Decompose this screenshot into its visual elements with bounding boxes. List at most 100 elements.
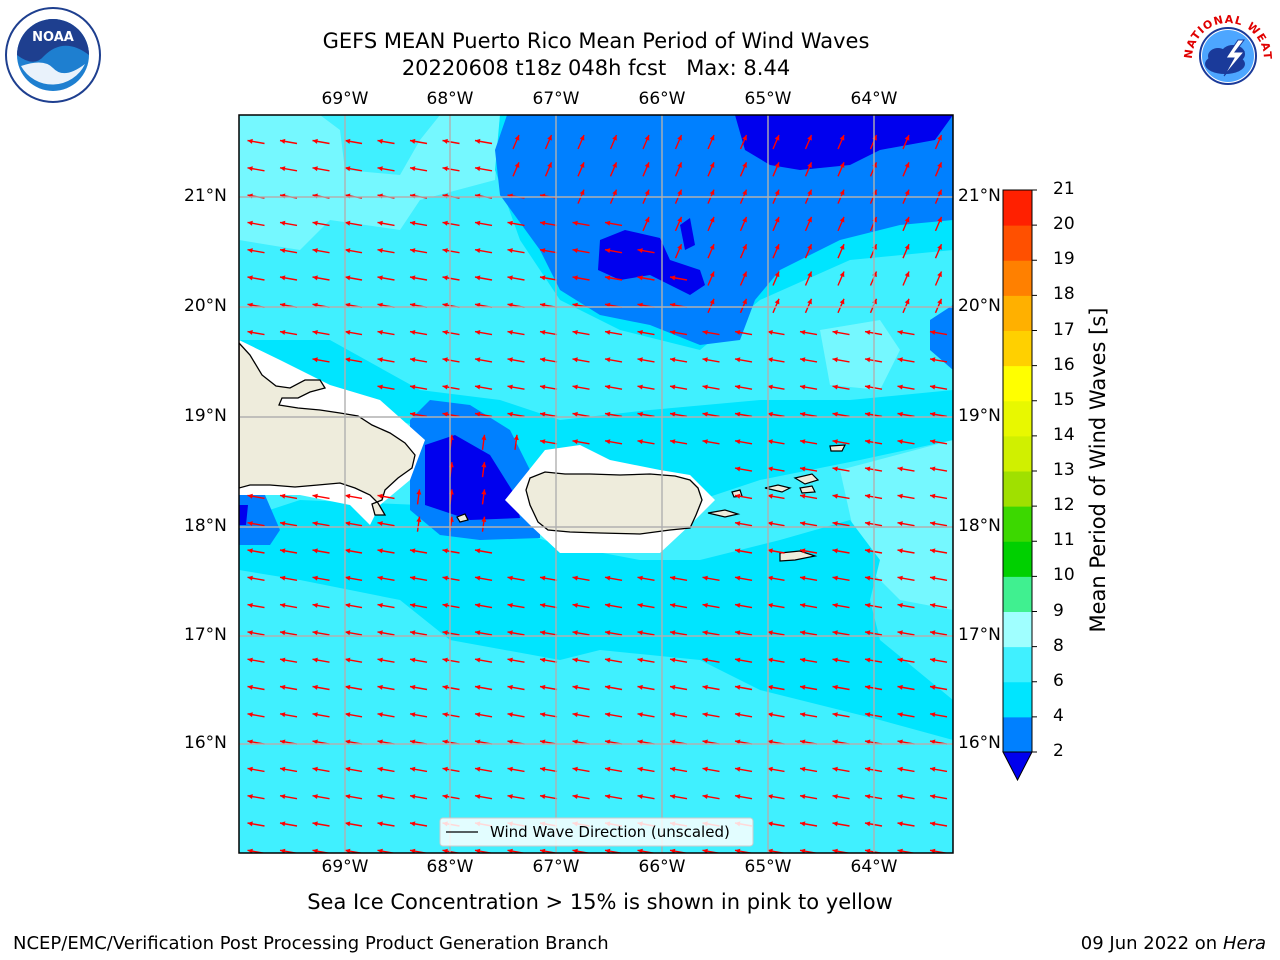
wave-direction-arrowhead (605, 384, 611, 390)
wave-direction-arrowhead (442, 603, 448, 608)
wave-direction-arrowhead (702, 630, 708, 636)
wave-direction-arrowhead (937, 135, 942, 141)
colorbar-tick-label: 8 (1053, 635, 1064, 656)
wave-direction-arrowhead (345, 220, 351, 226)
max-label: Max: 8.44 (686, 56, 791, 80)
wave-direction-arrowhead (540, 384, 546, 390)
wave-direction-arrowhead (897, 521, 903, 527)
wave-direction-arrowhead (702, 330, 708, 335)
wave-direction-arrowhead (930, 848, 936, 853)
wave-direction-arrowhead (897, 493, 903, 499)
map-frame (238, 114, 954, 854)
lat-label: 16°N (958, 733, 1001, 753)
wave-direction-arrowhead (897, 630, 903, 636)
colorbar-tick-label: 14 (1053, 424, 1075, 445)
wave-direction-arrowhead (612, 162, 617, 168)
wave-direction-arrowhead (897, 384, 903, 390)
wave-direction-arrowhead (605, 739, 611, 745)
wave-direction-arrowhead (735, 548, 741, 554)
wave-direction-arrowhead (442, 248, 448, 254)
wave-direction-arrowhead (312, 712, 318, 718)
wave-direction-arrowhead (572, 684, 578, 690)
wave-direction-arrowhead (442, 739, 448, 745)
wave-direction-arrowhead (377, 712, 383, 718)
wave-direction-arrowhead (930, 439, 936, 445)
wave-direction-arrowhead (735, 712, 741, 718)
wave-direction-arrowhead (507, 357, 513, 363)
lon-label: 68°W (426, 857, 474, 877)
wave-direction-arrowhead (572, 220, 578, 226)
wave-direction-arrowhead (540, 739, 546, 745)
wave-direction-arrowhead (839, 216, 845, 223)
wave-direction-arrowhead (702, 794, 708, 800)
wave-direction-arrowhead (865, 603, 871, 608)
wave-direction-arrowhead (937, 298, 942, 305)
wave-direction-arrowhead (839, 189, 845, 196)
wave-direction-arrowhead (800, 330, 806, 335)
colorbar-tick-label: 4 (1053, 705, 1064, 726)
wave-direction-arrowhead (572, 739, 578, 745)
land-st-thomas (764, 484, 792, 493)
land-anegada (829, 444, 847, 452)
contour-cyan-zone (239, 340, 953, 500)
wave-direction-arrowhead (702, 739, 708, 745)
wave-direction-arrowhead (637, 603, 643, 608)
wave-direction-arrowhead (410, 684, 416, 690)
wave-direction-arrowhead (637, 357, 643, 363)
wave-direction-arrowhead (605, 575, 611, 581)
wave-direction-arrowhead (735, 766, 741, 772)
wave-direction-arrowhead (312, 684, 318, 690)
wave-direction-arrowhead (735, 630, 741, 636)
wave-direction-arrowhead (475, 684, 481, 690)
wave-direction-arrowhead (637, 712, 643, 718)
wave-direction-arrowhead (280, 712, 286, 718)
wave-direction-arrowhead (377, 575, 383, 581)
wave-direction-arrowhead (280, 630, 286, 636)
wave-direction-arrowhead (410, 766, 416, 772)
map-legend: Wind Wave Direction (unscaled) (439, 817, 754, 847)
wave-direction-arrowhead (247, 138, 253, 144)
wave-direction-arrowhead (897, 330, 903, 335)
nws-logo: NATIONAL WEATHER SERVICE (1173, 0, 1278, 104)
wave-direction-arrowhead (312, 848, 318, 853)
wave-direction-arrowhead (442, 657, 448, 663)
wave-direction-arrowhead (930, 794, 936, 800)
wave-direction-arrowhead (930, 766, 936, 772)
wave-direction-arrowhead (312, 575, 318, 581)
wave-direction-arrowhead (540, 848, 546, 853)
wave-direction-arrowhead (637, 630, 643, 636)
wave-direction-arrowhead (897, 466, 903, 472)
wave-direction-arrowhead (247, 766, 253, 772)
wave-direction-arrowhead (280, 657, 286, 663)
wave-direction-arrowhead (345, 521, 351, 527)
colorbar-segment (1003, 716, 1032, 753)
wave-direction-arrowhead (410, 275, 416, 281)
wave-direction-arrowhead (410, 794, 416, 800)
wave-direction-arrowhead (670, 384, 676, 390)
wave-direction-arrowhead (247, 603, 253, 608)
wave-direction-arrowhead (540, 684, 546, 690)
wave-direction-arrowhead (605, 330, 611, 335)
wave-direction-arrowhead (377, 603, 383, 608)
wave-direction-arrowhead (442, 575, 448, 581)
wave-direction-arrowhead (507, 384, 513, 390)
wave-direction-arrowhead (442, 330, 448, 335)
wave-direction-arrowhead (865, 548, 871, 554)
contour-darkblue-zone (239, 505, 248, 525)
wave-direction-arrowhead (312, 275, 318, 281)
wave-direction-arrowhead (540, 575, 546, 581)
wave-direction-arrowhead (800, 630, 806, 636)
wave-direction-arrowhead (410, 739, 416, 745)
wave-direction-arrowhead (832, 739, 838, 745)
wave-direction-arrowhead (735, 848, 741, 853)
wave-direction-arrowhead (247, 493, 253, 499)
wave-direction-arrowhead (800, 739, 806, 745)
wave-direction-arrowhead (865, 739, 871, 745)
wave-direction-arrowhead (832, 630, 838, 636)
wave-direction-arrowhead (345, 166, 351, 172)
wave-direction-arrowhead (345, 630, 351, 636)
wave-direction-arrowhead (345, 712, 351, 718)
wave-direction-arrowhead (807, 244, 812, 250)
wave-direction-arrowhead (800, 493, 806, 499)
wave-direction-arrowhead (735, 493, 741, 499)
